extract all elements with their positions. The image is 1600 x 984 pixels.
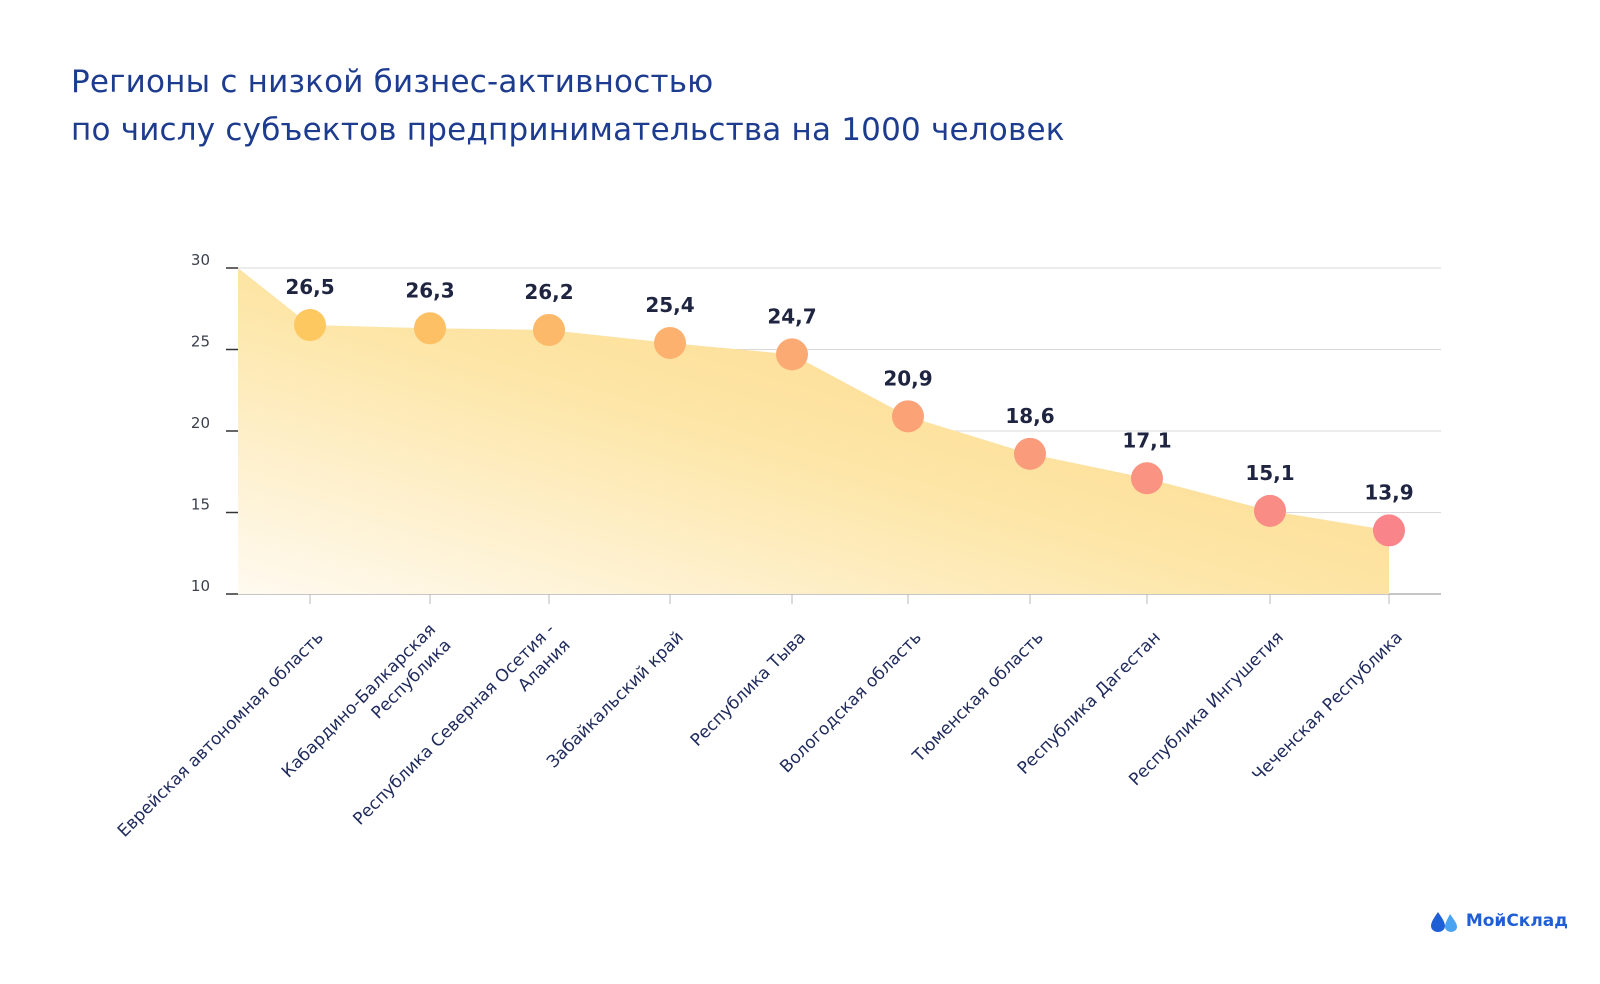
data-value-label: 26,3: [405, 278, 454, 302]
y-tick-label: 30: [191, 251, 210, 269]
drops-logo-icon: [1430, 912, 1457, 932]
data-value-label: 20,9: [883, 366, 932, 390]
chart-title-line-1: Регионы с низкой бизнес-активностью: [71, 64, 714, 100]
data-point: [1131, 462, 1163, 495]
data-value-label: 24,7: [767, 304, 816, 328]
y-tick-label: 20: [191, 414, 210, 432]
data-point: [1254, 494, 1286, 527]
brand-logo: МойСклад: [1430, 910, 1568, 932]
data-point: [1014, 437, 1046, 470]
x-category-label: Республика Тыва: [687, 628, 810, 751]
chart-title: Регионы с низкой бизнес-активностью по ч…: [71, 58, 1371, 154]
data-value-label: 26,2: [524, 280, 573, 304]
brand-name: МойСклад: [1465, 911, 1568, 931]
data-value-label: 25,4: [645, 293, 694, 317]
data-point: [533, 313, 565, 346]
x-category-label: Республика Северная Осетия -Алания: [349, 620, 574, 845]
x-category-label: Еврейская автономная область: [114, 628, 328, 842]
data-value-label: 15,1: [1245, 461, 1294, 485]
y-tick-label: 10: [191, 577, 210, 595]
data-point: [892, 400, 924, 433]
area-series: [238, 268, 1389, 594]
y-tick-label: 15: [191, 496, 210, 514]
data-point: [776, 338, 808, 371]
data-point: [294, 309, 326, 342]
data-point: [654, 326, 686, 359]
data-point: [1373, 514, 1405, 547]
data-point: [414, 312, 446, 345]
data-value-label: 17,1: [1122, 428, 1171, 452]
data-value-label: 26,5: [285, 275, 334, 299]
y-tick-label: 25: [191, 333, 210, 351]
data-value-label: 13,9: [1364, 480, 1413, 504]
data-value-label: 18,6: [1005, 404, 1054, 428]
chart-title-line-2: по числу субъектов предпринимательства н…: [71, 112, 1065, 148]
x-category-label: Тюменская область: [908, 628, 1047, 767]
